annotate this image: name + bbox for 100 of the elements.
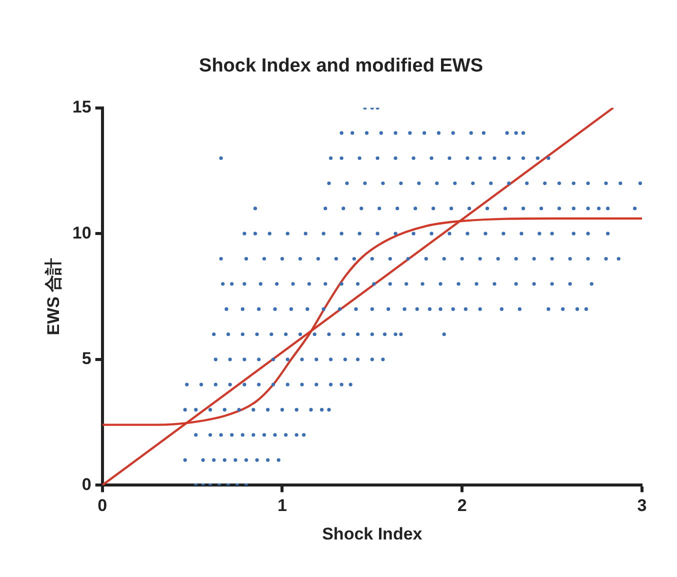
point bbox=[360, 206, 364, 210]
point bbox=[370, 358, 374, 362]
point bbox=[358, 156, 362, 160]
point bbox=[276, 458, 280, 462]
chart-title: Shock Index and modified EWS bbox=[199, 56, 483, 77]
x-tick-label: 0 bbox=[98, 496, 108, 516]
point bbox=[273, 307, 277, 311]
point bbox=[240, 307, 244, 311]
point bbox=[312, 332, 316, 336]
point bbox=[489, 181, 493, 186]
point bbox=[448, 232, 452, 236]
point bbox=[240, 332, 244, 336]
point bbox=[280, 256, 284, 261]
point bbox=[253, 232, 258, 236]
point bbox=[228, 358, 232, 362]
point bbox=[406, 256, 410, 261]
point bbox=[244, 458, 248, 462]
point bbox=[572, 206, 576, 210]
point bbox=[525, 181, 529, 186]
point bbox=[539, 206, 544, 210]
point bbox=[314, 358, 318, 362]
point bbox=[396, 206, 400, 210]
point bbox=[286, 358, 290, 362]
point bbox=[430, 156, 434, 160]
point bbox=[322, 307, 326, 311]
point bbox=[270, 332, 274, 336]
point bbox=[474, 282, 478, 286]
point bbox=[435, 181, 439, 186]
point bbox=[381, 358, 385, 362]
point bbox=[536, 156, 540, 160]
point bbox=[221, 282, 225, 286]
point bbox=[415, 307, 419, 311]
point bbox=[507, 181, 511, 186]
point bbox=[266, 408, 270, 412]
point bbox=[399, 181, 403, 186]
x-axis-title: Shock Index bbox=[322, 524, 423, 544]
point bbox=[586, 232, 590, 236]
point bbox=[468, 206, 472, 210]
point bbox=[183, 408, 187, 412]
point bbox=[638, 181, 642, 186]
point bbox=[298, 256, 302, 261]
point bbox=[289, 307, 293, 311]
point bbox=[307, 282, 311, 286]
point bbox=[557, 206, 562, 210]
point bbox=[258, 282, 262, 286]
y-tick-label: 15 bbox=[72, 97, 92, 116]
point bbox=[404, 282, 408, 286]
point bbox=[322, 232, 326, 236]
point bbox=[414, 206, 418, 210]
point bbox=[507, 156, 511, 160]
point bbox=[561, 307, 565, 311]
point bbox=[304, 232, 308, 236]
point bbox=[618, 181, 622, 186]
point bbox=[438, 307, 442, 311]
point bbox=[327, 408, 331, 412]
x-tick-label: 1 bbox=[277, 496, 287, 516]
point bbox=[394, 232, 398, 236]
point bbox=[286, 382, 290, 386]
point bbox=[606, 206, 610, 210]
point bbox=[485, 206, 490, 210]
point bbox=[262, 433, 266, 437]
point bbox=[284, 433, 288, 437]
point bbox=[257, 307, 261, 311]
point bbox=[300, 382, 304, 386]
point bbox=[436, 131, 441, 135]
point bbox=[348, 382, 352, 386]
point bbox=[252, 408, 256, 412]
point bbox=[521, 131, 526, 135]
point bbox=[300, 358, 304, 362]
point bbox=[606, 232, 610, 236]
point bbox=[271, 382, 276, 386]
point bbox=[342, 206, 346, 210]
point bbox=[616, 256, 620, 261]
point bbox=[242, 282, 246, 286]
point bbox=[521, 156, 526, 160]
point bbox=[343, 358, 347, 362]
point bbox=[464, 307, 468, 311]
point bbox=[194, 433, 198, 437]
point bbox=[502, 232, 506, 236]
point bbox=[244, 256, 248, 261]
point bbox=[222, 458, 226, 462]
point bbox=[505, 131, 509, 135]
point bbox=[469, 131, 473, 135]
point bbox=[520, 232, 524, 236]
point bbox=[568, 282, 572, 286]
point bbox=[356, 332, 360, 336]
point bbox=[546, 156, 550, 160]
point bbox=[291, 282, 295, 286]
point bbox=[309, 408, 313, 412]
point bbox=[350, 131, 354, 135]
point bbox=[314, 382, 318, 386]
x-tick-label: 3 bbox=[637, 496, 647, 516]
point bbox=[514, 256, 518, 261]
point bbox=[424, 256, 428, 261]
point bbox=[201, 458, 205, 462]
point bbox=[388, 256, 392, 261]
point bbox=[356, 282, 360, 286]
point bbox=[500, 307, 504, 311]
point bbox=[257, 358, 261, 362]
point bbox=[381, 181, 385, 186]
